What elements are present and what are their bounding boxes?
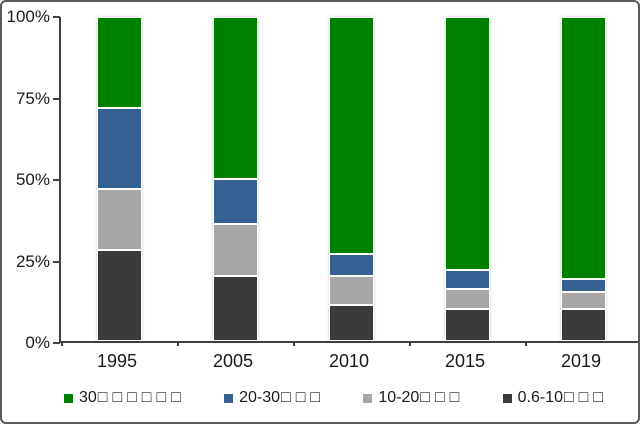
bar-1995 [96, 17, 142, 341]
legend-item: 0.6-10□□□ [502, 389, 608, 407]
legend-label: 20-30□□□ [239, 389, 326, 406]
bar-segment [328, 276, 374, 306]
x-axis-category-label: 2015 [444, 351, 486, 371]
bar-segment [444, 289, 490, 309]
bar-segment [212, 276, 258, 341]
x-axis-category-label: 1995 [96, 351, 138, 371]
bar-segment [212, 224, 258, 277]
bar-segment [96, 17, 142, 108]
bar-segment [444, 308, 490, 341]
x-axis-tick [177, 341, 179, 346]
y-axis-tick-label: 50% [15, 170, 50, 189]
y-axis-tick-label: 25% [15, 251, 50, 271]
bar-segment [96, 107, 142, 189]
bar-segment [212, 179, 258, 225]
legend-item: 30□□□□□□ [64, 389, 186, 407]
legend-label: 0.6-10□□□ [517, 389, 608, 406]
plot-area [53, 16, 638, 346]
bar-segment [328, 305, 374, 341]
bar-segment [328, 253, 374, 277]
bar-2010 [328, 17, 374, 341]
x-axis-tick [409, 341, 411, 346]
y-axis-tick [53, 342, 60, 344]
x-axis-tick [525, 341, 527, 346]
bar-segment [96, 250, 142, 341]
x-axis-category-label: 2019 [560, 351, 602, 371]
y-axis-tick-label: 100% [6, 7, 50, 26]
y-axis-tick [53, 16, 60, 18]
x-axis-tick [61, 341, 63, 346]
legend-swatch [224, 393, 234, 403]
bar-segment [560, 279, 606, 293]
legend-item: 20-30□□□ [224, 389, 325, 407]
legend-label: 10-20□□□ [378, 389, 465, 406]
y-axis-tick [53, 260, 60, 263]
legend-item: 10-20□□□ [363, 389, 464, 407]
bar-segment [96, 188, 142, 251]
x-axis-category-label: 2005 [212, 351, 254, 371]
bar-segment [328, 17, 374, 254]
legend-swatch [363, 393, 373, 403]
bar-segment [212, 17, 258, 179]
y-axis-tick [53, 97, 60, 100]
legend-swatch [502, 393, 512, 403]
bar-2015 [444, 17, 490, 341]
bar-2019 [560, 17, 606, 341]
bar-segment [444, 17, 490, 270]
y-axis-tick-label: 0% [25, 333, 50, 352]
bar-segment [444, 269, 490, 290]
bar-segment [560, 308, 606, 341]
legend-swatch [64, 393, 73, 403]
bar-2005 [212, 17, 258, 341]
y-axis-tick [53, 179, 60, 181]
legend: 30□□□□□□ 20-30□□□ 10-20□□□ 0.6-10□□□ [2, 384, 638, 412]
y-axis-tick-label: 75% [15, 88, 50, 108]
x-axis-category-label: 2010 [328, 351, 370, 371]
bar-segment [560, 17, 606, 280]
bar-segment [560, 292, 606, 309]
legend-label: 30□□□□□□ [79, 389, 186, 406]
x-axis-tick [293, 341, 295, 346]
